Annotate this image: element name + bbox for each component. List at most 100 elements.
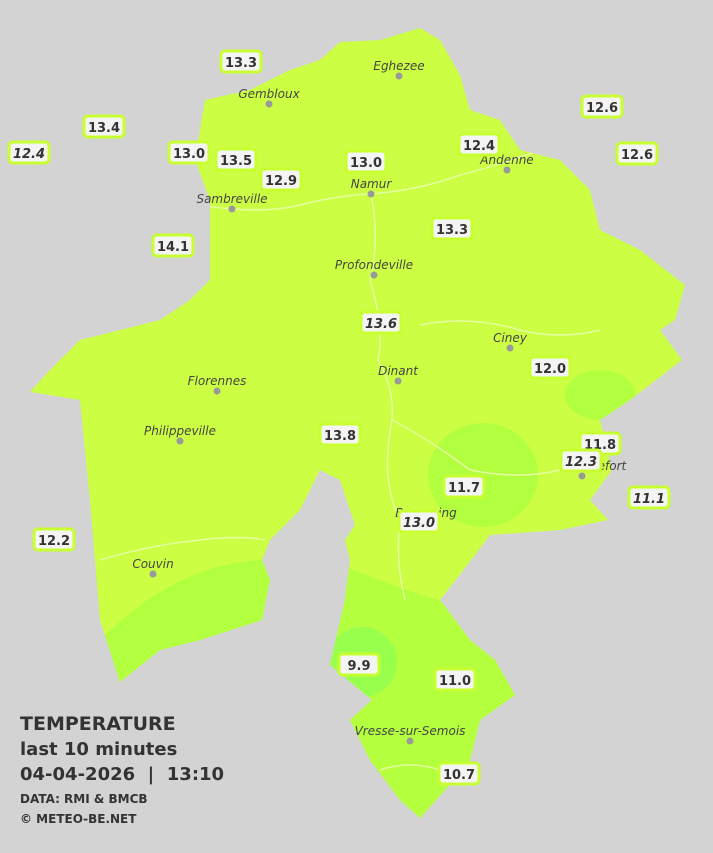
- station-box: [559, 448, 603, 473]
- station-box: [457, 132, 501, 157]
- station: 13.8: [318, 422, 362, 447]
- town-dot: [367, 190, 375, 198]
- town-dot: [506, 344, 514, 352]
- station: 12.6: [615, 141, 659, 166]
- town-dot: [370, 271, 378, 279]
- station-box: [433, 667, 477, 692]
- station-value: 12.4: [463, 139, 495, 154]
- town-label: Eghezee: [373, 59, 424, 73]
- town-dot: [395, 72, 403, 80]
- station-box: [397, 509, 441, 534]
- station-value: 14.1: [157, 240, 189, 255]
- station-value: 12.9: [265, 174, 297, 189]
- station: 13.4: [82, 114, 126, 139]
- station-box: [580, 94, 624, 119]
- station-value: 13.3: [225, 56, 257, 71]
- station-box: [528, 355, 572, 380]
- station-box: [337, 652, 381, 677]
- station-value: 12.6: [586, 101, 618, 116]
- station: 13.0: [167, 140, 211, 165]
- station: 13.0: [397, 509, 441, 534]
- town-label: Florennes: [188, 374, 247, 388]
- station-value: 12.6: [621, 148, 653, 163]
- station-value: 11.0: [439, 674, 471, 689]
- station-value: 12.0: [534, 362, 566, 377]
- station: 14.1: [151, 233, 195, 258]
- station: 12.3: [559, 448, 603, 473]
- town-label: Profondeville: [335, 258, 413, 272]
- station: 12.4: [7, 140, 51, 165]
- station: 13.3: [430, 216, 474, 241]
- town-dot: [406, 737, 414, 745]
- station: 10.7: [437, 761, 481, 786]
- station-value: 13.5: [220, 154, 252, 169]
- town-label: Couvin: [132, 557, 173, 571]
- town-label: Vresse-sur-Semois: [355, 724, 466, 738]
- station-box: [219, 49, 263, 74]
- legend-datetime: 04-04-2026 | 13:10: [20, 764, 224, 785]
- station: 13.3: [219, 49, 263, 74]
- stations: 13.3 13.4 12.4 13.0 13.5 12.9 13.0 12.4 12.6 12.6…: [7, 49, 671, 786]
- legend-title: TEMPERATURE: [20, 713, 176, 735]
- town-dot: [228, 205, 236, 213]
- town-dot: [176, 437, 184, 445]
- town-dot: [503, 166, 511, 174]
- station-value: 12.4: [13, 147, 45, 162]
- town-label: Namur: [351, 177, 393, 191]
- station-value: 11.7: [448, 481, 480, 496]
- legend-source: DATA: RMI & BMCB: [20, 792, 148, 806]
- town-dot: [394, 377, 402, 385]
- station: 9.9: [337, 652, 381, 677]
- station-value: 13.4: [88, 121, 120, 136]
- station: 11.1: [627, 485, 671, 510]
- station-box: [167, 140, 211, 165]
- station: 11.7: [442, 474, 486, 499]
- station-value: 13.0: [173, 147, 205, 162]
- town-label: Dinant: [378, 364, 419, 378]
- zone: [428, 423, 538, 527]
- station-value: 13.6: [365, 317, 397, 332]
- station: 13.5: [214, 147, 258, 172]
- station: 12.4: [457, 132, 501, 157]
- legend-copyright: © METEO-BE.NET: [20, 812, 137, 826]
- town-label: Philippeville: [144, 424, 216, 438]
- station-box: [430, 216, 474, 241]
- station-box: [32, 527, 76, 552]
- station: 12.0: [528, 355, 572, 380]
- towns: EghezeeGemblouxAndenneNamurSambrevillePr…: [132, 59, 628, 745]
- town-dot: [213, 387, 221, 395]
- station-box: [437, 761, 481, 786]
- station-box: [615, 141, 659, 166]
- zone: [565, 370, 635, 420]
- town-label: Sambreville: [196, 192, 267, 206]
- town-label: Ciney: [493, 331, 528, 345]
- station-box: [82, 114, 126, 139]
- station-value: 13.0: [350, 156, 382, 171]
- town-dot: [149, 570, 157, 578]
- station-value: 12.2: [38, 534, 70, 549]
- station: 12.6: [580, 94, 624, 119]
- station: 13.0: [344, 149, 388, 174]
- station-box: [214, 147, 258, 172]
- station-value: 13.0: [403, 516, 435, 531]
- station-value: 13.3: [436, 223, 468, 238]
- station: 11.0: [433, 667, 477, 692]
- station-box: [7, 140, 51, 165]
- station-box: [151, 233, 195, 258]
- station-box: [627, 485, 671, 510]
- station-box: [259, 167, 303, 192]
- station-value: 13.8: [324, 429, 356, 444]
- town-label: Gembloux: [238, 87, 300, 101]
- town-dot: [578, 472, 586, 480]
- station-box: [344, 149, 388, 174]
- legend: TEMPERATURE last 10 minutes 04-04-2026 |…: [20, 713, 224, 826]
- station-value: 11.1: [633, 492, 665, 507]
- station: 13.6: [359, 310, 403, 335]
- station-value: 9.9: [347, 659, 370, 674]
- station-box: [318, 422, 362, 447]
- station: 12.2: [32, 527, 76, 552]
- legend-subtitle: last 10 minutes: [20, 739, 177, 760]
- station: 12.9: [259, 167, 303, 192]
- town-dot: [265, 100, 273, 108]
